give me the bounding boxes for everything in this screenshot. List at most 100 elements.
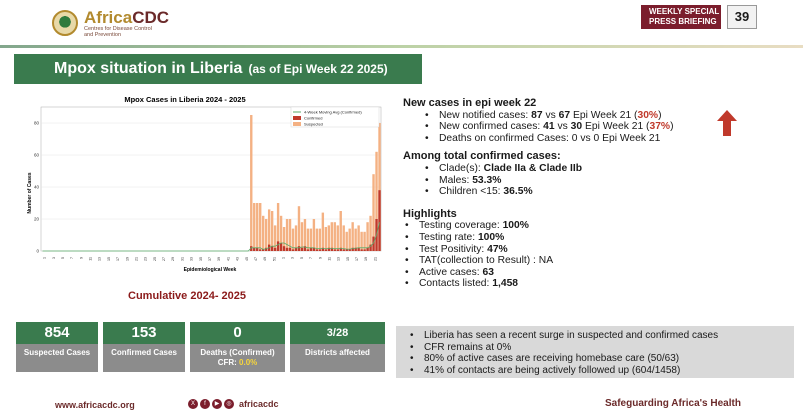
cumulative-heading: Cumulative 2024- 2025 — [128, 290, 247, 302]
chart-bar-suspected — [262, 215, 265, 251]
chart-x-tick-label: 7 — [70, 257, 74, 259]
chart-bar-confirmed — [339, 247, 342, 251]
chart-bar-suspected — [250, 115, 253, 251]
chart-bar-suspected — [270, 211, 274, 251]
confirmed-cases-label: Confirmed Cases — [103, 344, 185, 372]
up-arrow-icon — [717, 110, 737, 136]
chart-bar-suspected — [267, 209, 271, 251]
chart-x-tick-label: 19 — [125, 257, 129, 261]
chart-x-tick-label: 31 — [180, 257, 184, 261]
chart-x-tick-label: 9 — [318, 257, 322, 259]
chart-legend-entry: Suspected — [304, 122, 323, 127]
deaths-value: 0 — [190, 322, 285, 344]
chart-bar-suspected — [375, 151, 378, 251]
deaths-card: 0 Deaths (Confirmed) CFR: 0.0% — [190, 322, 285, 372]
chart-bar-suspected — [285, 219, 289, 251]
highlight-item: TAT(collection to Result) : NA — [405, 255, 793, 267]
chart-bar-suspected — [363, 231, 366, 251]
children-line: Children <15: 36.5% — [403, 186, 793, 198]
mpox-epi-curve-chart: Mpox Cases in Liberia 2024 - 2025 Number… — [25, 93, 385, 275]
chart-bar-suspected — [312, 219, 316, 251]
new-cases-heading: New cases in epi week 22 — [403, 97, 537, 109]
chart-x-tick-label: 33 — [190, 257, 194, 261]
chart-bar-confirmed — [372, 236, 375, 251]
chart-x-tick-label: 21 — [373, 257, 377, 261]
chart-bar-confirmed — [253, 247, 256, 251]
footer-website[interactable]: www.africacdc.org — [55, 400, 135, 410]
chart-bar-suspected — [378, 123, 381, 251]
chart-bar-suspected — [282, 227, 286, 251]
chart-bar-suspected — [300, 222, 304, 251]
highlight-item: Contacts listed: 1,458 — [405, 278, 793, 290]
chart-x-tick-label: 5 — [300, 257, 304, 259]
confirmed-cases-card: 153 Confirmed Cases — [103, 322, 185, 372]
chart-x-tick-label: 29 — [171, 257, 175, 261]
chart-bar-suspected — [306, 228, 310, 251]
chart-bar-suspected — [342, 225, 345, 251]
chart-bar-suspected — [273, 225, 277, 251]
chart-y-ticks: 0 20 40 60 80 — [34, 121, 40, 254]
chart-bar-suspected — [324, 227, 328, 251]
highlight-item: Test Positivity: 47% — [405, 244, 793, 256]
chart-bar-confirmed — [294, 247, 298, 251]
chart-bar-suspected — [276, 203, 280, 251]
chart-bar-confirmed — [279, 243, 283, 251]
youtube-icon[interactable]: ▶ — [212, 399, 222, 409]
chart-y-axis-label: Number of Cases — [27, 172, 33, 213]
chart-x-tick-label: 47 — [254, 257, 258, 261]
brand-tagline: Centres for Disease Control and Preventi… — [84, 25, 152, 38]
legend-swatch — [293, 122, 301, 126]
chart-bar-confirmed — [342, 249, 345, 251]
chart-bar-confirmed — [312, 247, 316, 251]
key-message: CFR remains at 0% — [410, 342, 794, 354]
chart-x-tick-label: 35 — [199, 257, 203, 261]
social-handle: africacdc — [239, 399, 279, 409]
chart-bar-confirmed — [378, 190, 381, 251]
chart-bar-confirmed — [315, 249, 319, 251]
brand-name: AfricaCDC — [84, 7, 170, 27]
chart-x-tick-label: 17 — [116, 257, 120, 261]
chart-bar-confirmed — [303, 246, 307, 251]
chart-bar-confirmed — [366, 247, 369, 251]
facebook-icon[interactable]: f — [200, 399, 210, 409]
chart-bar-confirmed — [309, 247, 313, 251]
confirmed-summary-heading: Among total confirmed cases: — [403, 150, 561, 163]
x-icon[interactable]: X — [188, 399, 198, 409]
chart-x-ticks: 1 3 5 7 9 11 13 15 17 19 21 23 25 27 29 31 33 35 37 39 41 43 4… — [43, 257, 378, 261]
chart-bar-suspected — [345, 231, 348, 251]
chart-svg: Mpox Cases in Liberia 2024 - 2025 Number… — [27, 95, 382, 273]
chart-x-tick-label: 23 — [144, 257, 148, 261]
chart-bar-confirmed — [369, 244, 372, 251]
chart-legend-entry: 4-Week Moving Avg (Confirmed) — [304, 110, 362, 115]
chart-x-tick-label: 15 — [107, 257, 111, 261]
header-divider — [0, 45, 803, 48]
new-confirmed-line: New confirmed cases: 41 vs 30 Epi Week 2… — [403, 121, 793, 133]
confirmed-cases-value: 153 — [103, 322, 185, 344]
chart-x-tick-label: 15 — [346, 257, 350, 261]
chart-bar-suspected — [327, 225, 330, 251]
chart-bar-suspected — [294, 225, 298, 251]
instagram-icon[interactable]: ◎ — [224, 399, 234, 409]
chart-bar-suspected — [366, 222, 369, 251]
chart-x-axis-label: Epidemiological Week — [184, 267, 237, 273]
districts-label: Districts affected — [290, 344, 385, 372]
chart-legend-box — [290, 106, 380, 128]
chart-bar-suspected — [315, 228, 319, 251]
key-messages-box: Liberia has seen a recent surge in suspe… — [396, 326, 794, 378]
briefing-badge: WEEKLY SPECIAL PRESS BRIEFING — [641, 5, 721, 29]
chart-bar-suspected — [303, 219, 307, 251]
chart-bar-confirmed — [306, 249, 310, 251]
chart-moving-average-line — [42, 222, 380, 252]
suspected-cases-value: 854 — [16, 322, 98, 344]
suspected-cases-label: Suspected Cases — [16, 344, 98, 372]
chart-bar-suspected — [372, 174, 375, 251]
chart-bar-suspected — [351, 222, 354, 251]
slide-title: Mpox situation in Liberia — [54, 60, 243, 77]
chart-x-tick-label: 3 — [291, 257, 295, 259]
chart-bar-suspected — [259, 203, 262, 251]
chart-bar-confirmed — [330, 247, 333, 251]
slide-subtitle: (as of Epi Week 22 2025) — [248, 62, 388, 76]
chart-x-tick-label: 13 — [98, 257, 102, 261]
chart-bar-confirmed — [357, 247, 360, 251]
chart-x-tick-label: 49 — [263, 257, 267, 261]
